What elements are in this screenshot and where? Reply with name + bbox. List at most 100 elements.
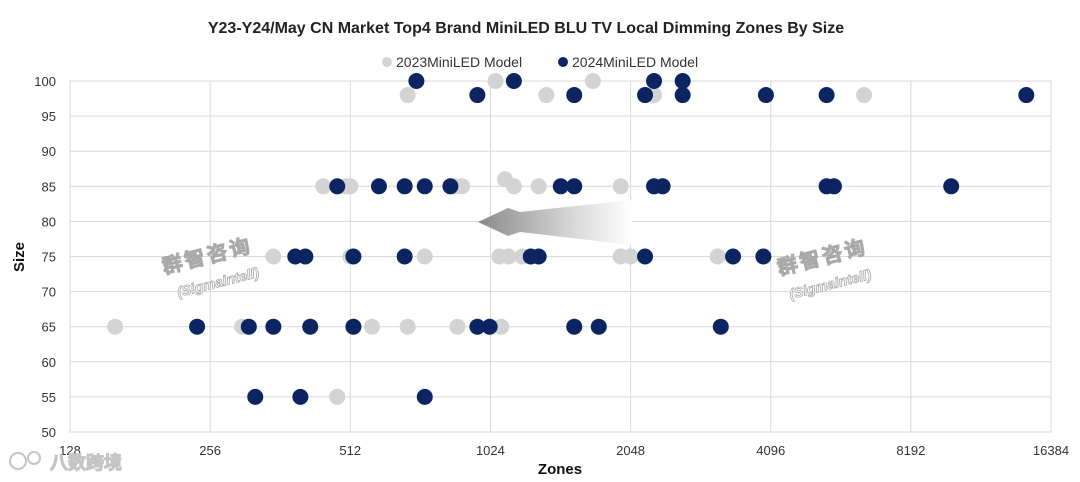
point-2023-model <box>399 318 416 335</box>
y-tick-label: 70 <box>42 285 56 300</box>
point-2024-model <box>240 318 257 335</box>
data-points <box>107 73 1035 405</box>
point-2023-model <box>454 178 471 195</box>
point-2024-model <box>345 318 362 335</box>
point-2024-model <box>712 318 729 335</box>
point-2023-model <box>622 248 639 265</box>
point-2024-model <box>674 73 691 89</box>
point-2024-model <box>725 248 742 265</box>
point-2024-model <box>825 178 842 195</box>
corner-watermark-text: 八数跨境 <box>50 452 122 473</box>
point-2023-model <box>363 318 380 335</box>
point-2024-model <box>481 318 498 335</box>
point-2024-model <box>654 178 671 195</box>
point-2023-model <box>856 87 873 104</box>
point-2023-model <box>505 178 522 195</box>
point-2024-model <box>566 318 583 335</box>
legend: 2023MiniLED Model 2024MiniLED Model <box>382 54 698 70</box>
corner-watermark: 八数跨境 <box>9 451 123 474</box>
point-2023-model <box>584 73 601 89</box>
point-2023-model <box>709 248 726 265</box>
point-2024-model <box>416 178 433 195</box>
legend-label-2024: 2024MiniLED Model <box>572 54 698 70</box>
point-2024-model <box>566 87 583 104</box>
point-2024-model <box>396 248 413 265</box>
point-2024-model <box>247 388 264 405</box>
point-2024-model <box>530 248 547 265</box>
point-2023-model <box>265 248 282 265</box>
point-2023-model <box>493 318 510 335</box>
legend-marker-2023 <box>382 57 392 67</box>
x-tick-label: 2048 <box>616 443 645 458</box>
point-2023-model <box>315 178 332 195</box>
point-2024-model <box>943 178 960 195</box>
point-2024-model <box>646 73 663 89</box>
point-2024-model <box>297 248 314 265</box>
point-2024-model <box>469 318 486 335</box>
point-2024-model <box>505 73 522 89</box>
point-2024-model <box>345 248 362 265</box>
point-2023-model <box>399 87 416 104</box>
point-2023-model <box>416 248 433 265</box>
point-2023-model <box>530 178 547 195</box>
point-2024-model <box>189 318 206 335</box>
point-2024-model <box>590 318 607 335</box>
corner-logo-icon-2 <box>27 451 41 465</box>
point-2024-model <box>292 388 309 405</box>
y-tick-label: 60 <box>42 355 56 370</box>
y-tick-label: 80 <box>42 214 56 229</box>
x-tick-label: 128 <box>59 443 81 458</box>
y-tick-label: 55 <box>42 390 56 405</box>
point-2023-model <box>500 248 517 265</box>
y-axis-ticks: 50 55 60 65 70 75 80 85 90 95 100 <box>34 74 56 440</box>
x-tick-label: 1024 <box>476 443 505 458</box>
legend-label-2023: 2023MiniLED Model <box>396 54 522 70</box>
gridlines <box>69 80 1052 433</box>
y-tick-label: 95 <box>42 109 56 124</box>
point-2024-model <box>818 87 835 104</box>
point-2024-model <box>1018 87 1035 104</box>
point-2024-model <box>757 87 774 104</box>
point-2024-model <box>408 73 425 89</box>
y-tick-label: 65 <box>42 320 56 335</box>
point-2023-model <box>538 87 555 104</box>
x-tick-label: 256 <box>199 443 221 458</box>
point-2024-model <box>329 178 346 195</box>
y-tick-label: 85 <box>42 179 56 194</box>
point-2024-model <box>674 87 691 104</box>
x-tick-label: 4096 <box>756 443 785 458</box>
point-2024-model <box>755 248 772 265</box>
chart-title: Y23-Y24/May CN Market Top4 Brand MiniLED… <box>208 20 844 37</box>
y-tick-label: 75 <box>42 250 56 265</box>
corner-logo-icon <box>9 452 27 470</box>
point-2024-model <box>442 178 459 195</box>
point-2024-model <box>370 178 387 195</box>
point-2023-model <box>487 73 504 89</box>
y-tick-label: 50 <box>42 425 56 440</box>
trend-arrow <box>478 200 632 245</box>
point-2024-model <box>416 388 433 405</box>
point-2023-model <box>449 318 466 335</box>
point-2024-model <box>552 178 569 195</box>
y-tick-label: 90 <box>42 144 56 159</box>
x-tick-label: 512 <box>339 443 361 458</box>
point-2024-model <box>637 248 654 265</box>
point-2023-model <box>612 178 629 195</box>
point-2023-model <box>107 318 124 335</box>
x-axis-title: Zones <box>538 461 582 478</box>
y-axis-title: Size <box>11 242 28 272</box>
x-axis-ticks: 128 256 512 1024 2048 4096 8192 16384 <box>59 443 1069 458</box>
x-tick-label: 8192 <box>896 443 925 458</box>
x-tick-label: 16384 <box>1033 443 1069 458</box>
point-2024-model <box>265 318 282 335</box>
point-2024-model <box>566 178 583 195</box>
point-2024-model <box>469 87 486 104</box>
legend-marker-2024 <box>558 57 568 67</box>
y-tick-label: 100 <box>34 74 56 89</box>
point-2024-model <box>302 318 319 335</box>
point-2023-model <box>342 178 359 195</box>
point-2023-model <box>329 388 346 405</box>
point-2024-model <box>396 178 413 195</box>
point-2024-model <box>637 87 654 104</box>
